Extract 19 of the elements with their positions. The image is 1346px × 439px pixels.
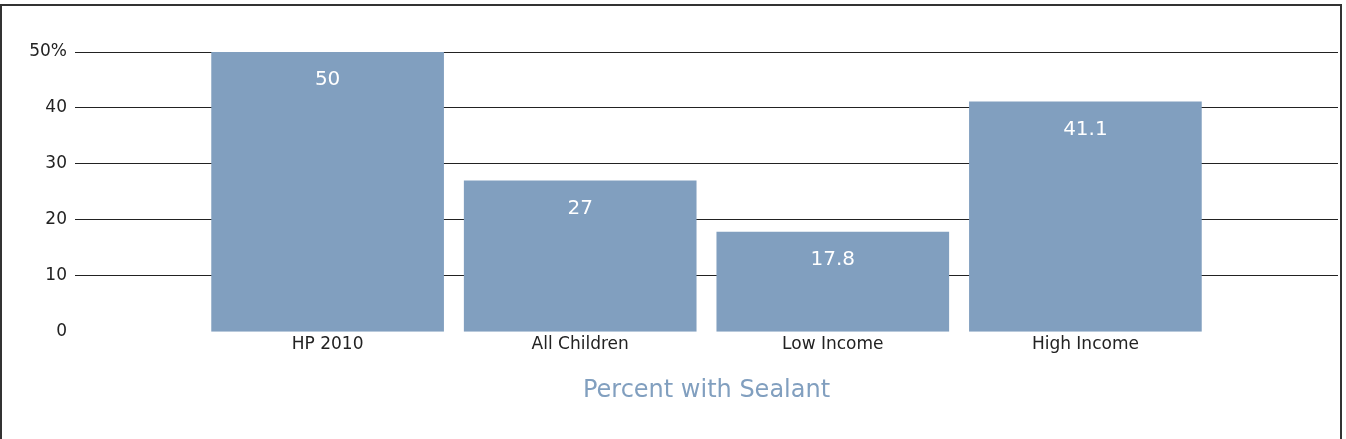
y-tick-label: 0 <box>56 320 67 341</box>
x-axis-title: Percent with Sealant <box>582 374 831 403</box>
x-tick-label: All Children <box>531 333 629 354</box>
y-tick-label: 40 <box>45 96 67 117</box>
bar <box>969 101 1202 332</box>
data-label: 17.8 <box>810 246 856 271</box>
bar <box>211 52 444 332</box>
bar <box>463 180 697 332</box>
bar <box>716 231 950 332</box>
y-tick-label: 20 <box>45 208 67 229</box>
y-tick-label: 30 <box>45 152 67 173</box>
data-label: 41.1 <box>1063 116 1108 141</box>
y-tick-label: 50% <box>29 40 67 61</box>
data-label: 50 <box>314 66 341 91</box>
x-tick-label: High Income <box>1031 333 1139 354</box>
x-tick-label: HP 2010 <box>291 333 364 354</box>
x-tick-label: Low Income <box>782 333 884 354</box>
y-tick-label: 10 <box>45 264 67 285</box>
data-label: 27 <box>567 194 593 219</box>
